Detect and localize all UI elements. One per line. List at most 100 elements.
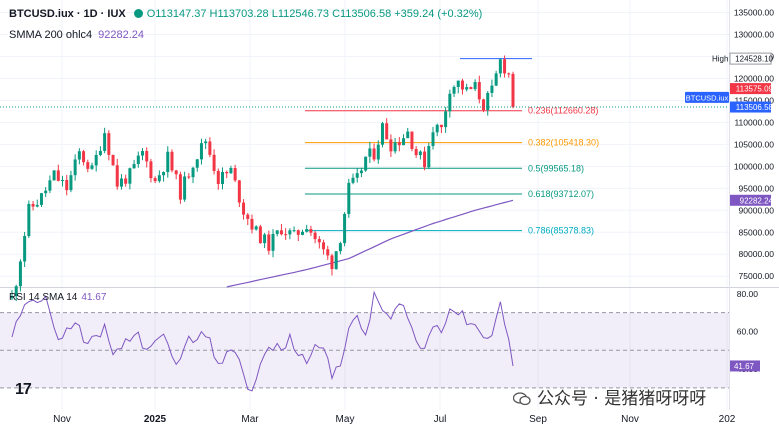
candle[interactable]	[267, 230, 271, 255]
candle[interactable]	[372, 143, 376, 162]
candle[interactable]	[141, 148, 145, 161]
candle[interactable]	[44, 187, 48, 198]
candle[interactable]	[86, 159, 90, 173]
candle[interactable]	[263, 232, 267, 249]
price-axis[interactable]: 75000.00 80000.00 85000.00 90000.00 95000.00…	[685, 0, 774, 410]
candle[interactable]	[157, 170, 161, 183]
smma-price-tag[interactable]	[730, 194, 771, 206]
candle[interactable]	[343, 212, 347, 247]
smma-200-line[interactable]	[226, 199, 514, 288]
candle[interactable]	[183, 171, 187, 202]
candle[interactable]	[258, 224, 262, 244]
candle[interactable]	[326, 245, 330, 260]
candle[interactable]	[174, 169, 178, 180]
candle[interactable]	[98, 146, 102, 157]
candle[interactable]	[300, 229, 304, 236]
candle[interactable]	[477, 75, 481, 104]
candle[interactable]	[14, 284, 18, 302]
candle[interactable]	[498, 58, 502, 78]
candle[interactable]	[246, 212, 250, 226]
candle[interactable]	[334, 251, 338, 270]
candle[interactable]	[107, 130, 111, 161]
candle[interactable]	[406, 127, 410, 139]
candle[interactable]	[204, 138, 208, 150]
candle[interactable]	[90, 162, 94, 171]
candle[interactable]	[385, 118, 389, 140]
candle[interactable]	[279, 224, 283, 236]
candle[interactable]	[309, 225, 313, 237]
candle[interactable]	[460, 78, 464, 95]
last-price-tag[interactable]	[730, 101, 771, 113]
candle[interactable]	[473, 79, 477, 92]
rsi-legend[interactable]: RSI 14 SMA 14 41.67	[9, 292, 106, 303]
symbol-header[interactable]: BTCUSD.iux · 1D · IUX O113147.37 H113703.…	[9, 8, 482, 20]
candle[interactable]	[355, 168, 359, 183]
candle[interactable]	[10, 290, 14, 301]
candle[interactable]	[119, 174, 123, 190]
symbol-tag[interactable]	[685, 91, 729, 103]
candle[interactable]	[132, 159, 136, 169]
candle[interactable]	[48, 175, 52, 194]
candle[interactable]	[199, 138, 203, 165]
candle[interactable]	[208, 137, 212, 158]
candle[interactable]	[322, 239, 326, 255]
candle[interactable]	[56, 164, 60, 182]
rsi-pane[interactable]	[0, 290, 729, 392]
candle[interactable]	[410, 131, 414, 152]
candle[interactable]	[288, 228, 292, 240]
candle[interactable]	[330, 253, 334, 276]
high-price-tag[interactable]	[730, 83, 771, 95]
candle[interactable]	[229, 165, 233, 174]
candle[interactable]	[313, 230, 317, 244]
tradingview-logo[interactable]: 17	[15, 381, 32, 398]
candle[interactable]	[254, 225, 258, 231]
candle[interactable]	[448, 89, 452, 118]
candle[interactable]	[397, 137, 401, 152]
rsi-value-tag[interactable]	[730, 360, 760, 372]
candle[interactable]	[225, 170, 229, 179]
candle[interactable]	[494, 70, 498, 87]
candle[interactable]	[31, 201, 35, 211]
candle[interactable]	[195, 158, 199, 172]
candle[interactable]	[233, 164, 237, 183]
candle[interactable]	[423, 146, 427, 171]
candle[interactable]	[364, 156, 368, 172]
candle[interactable]	[347, 178, 351, 218]
candle[interactable]	[359, 167, 363, 178]
candle[interactable]	[242, 199, 246, 220]
candle[interactable]	[389, 134, 393, 157]
candle[interactable]	[402, 134, 406, 146]
candle[interactable]	[284, 228, 288, 240]
candle[interactable]	[187, 173, 191, 180]
candle[interactable]	[73, 154, 77, 181]
candle[interactable]	[61, 175, 65, 187]
candle[interactable]	[212, 149, 216, 175]
candle[interactable]	[103, 127, 107, 154]
candle[interactable]	[145, 147, 149, 168]
candle[interactable]	[482, 98, 486, 113]
candle[interactable]	[376, 140, 380, 164]
candle[interactable]	[338, 241, 342, 255]
candle[interactable]	[250, 214, 254, 234]
candle[interactable]	[380, 121, 384, 148]
candle[interactable]	[511, 71, 515, 109]
candle[interactable]	[162, 171, 166, 182]
candle[interactable]	[216, 168, 220, 190]
candle[interactable]	[486, 91, 490, 116]
candle[interactable]	[39, 192, 43, 208]
candle[interactable]	[435, 123, 439, 137]
candle[interactable]	[128, 167, 132, 190]
candle[interactable]	[27, 200, 31, 238]
candle[interactable]	[317, 236, 321, 249]
candle[interactable]	[490, 79, 494, 98]
candle[interactable]	[124, 174, 128, 187]
smma-legend[interactable]: SMMA 200 ohlc4 92282.24	[9, 29, 144, 41]
candle[interactable]	[456, 80, 460, 94]
candle[interactable]	[82, 149, 86, 166]
candle[interactable]	[393, 137, 397, 154]
candle[interactable]	[77, 148, 81, 165]
candle[interactable]	[191, 166, 195, 184]
symbol-title[interactable]: BTCUSD.iux · 1D · IUX	[9, 8, 126, 20]
candle[interactable]	[178, 171, 182, 204]
